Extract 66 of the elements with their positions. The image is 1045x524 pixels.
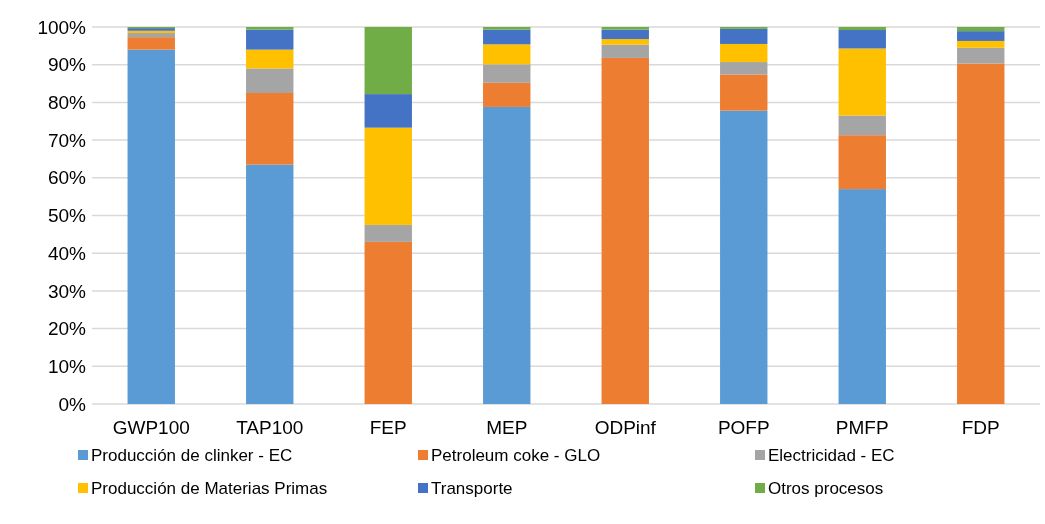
bar <box>957 47 1005 64</box>
bar <box>601 39 649 45</box>
legend-label: Producción de clinker - EC <box>91 445 293 465</box>
x-tick-label: FEP <box>369 417 407 438</box>
bar <box>246 92 294 165</box>
x-tick-label: PMFP <box>835 417 889 438</box>
bar <box>720 28 768 44</box>
bar <box>246 68 294 93</box>
x-tick-label: ODPinf <box>594 417 657 438</box>
bar <box>838 27 886 31</box>
bar <box>483 29 531 45</box>
bar <box>838 189 886 404</box>
bar <box>364 94 412 128</box>
bar <box>720 74 768 111</box>
bar <box>483 106 531 404</box>
bar <box>838 135 886 190</box>
y-tick-label: 10% <box>47 355 87 377</box>
y-tick-label: 40% <box>47 242 87 264</box>
bar <box>483 27 531 30</box>
legend-label: Electricidad - EC <box>768 445 895 465</box>
bar <box>720 43 768 63</box>
bar <box>601 27 649 30</box>
bar <box>483 82 531 107</box>
bar <box>127 49 175 404</box>
x-tick-label: MEP <box>486 417 528 438</box>
legend-label: Producción de Materias Primas <box>91 478 328 498</box>
bar <box>246 164 294 404</box>
y-tick-label: 0% <box>58 393 87 415</box>
bar <box>483 64 531 83</box>
bar <box>601 57 649 404</box>
y-tick-label: 80% <box>47 92 87 114</box>
bar <box>838 48 886 116</box>
bar <box>246 49 294 69</box>
bar <box>957 31 1005 41</box>
bar <box>720 110 768 404</box>
bar <box>364 127 412 225</box>
y-tick-label: 50% <box>47 205 87 227</box>
bar <box>601 44 649 58</box>
bar <box>246 29 294 50</box>
bar <box>127 33 175 38</box>
y-tick-label: 90% <box>47 54 87 76</box>
x-tick-label: POFP <box>717 417 770 438</box>
bar <box>957 27 1005 32</box>
x-tick-label: GWP100 <box>112 417 190 438</box>
bar <box>483 44 531 65</box>
bar <box>838 115 886 136</box>
bar <box>601 29 649 40</box>
bar <box>838 30 886 49</box>
bar <box>364 224 412 242</box>
legend-label: Petroleum coke - GLO <box>431 445 601 465</box>
bar <box>127 37 175 50</box>
y-tick-label: 20% <box>47 318 87 340</box>
bar <box>720 62 768 75</box>
y-tick-label: 30% <box>47 280 87 302</box>
x-tick-label: FDP <box>961 417 1000 438</box>
legend-label: Otros procesos <box>768 478 884 498</box>
y-tick-label: 60% <box>47 167 87 189</box>
bar <box>364 27 412 95</box>
y-tick-label: 100% <box>37 16 87 38</box>
bar <box>957 63 1005 404</box>
x-tick-label: TAP100 <box>236 417 304 438</box>
y-tick-label: 70% <box>47 129 87 151</box>
bar <box>364 241 412 404</box>
bar <box>957 40 1005 48</box>
bar <box>246 27 294 30</box>
legend-label: Transporte <box>431 478 513 498</box>
